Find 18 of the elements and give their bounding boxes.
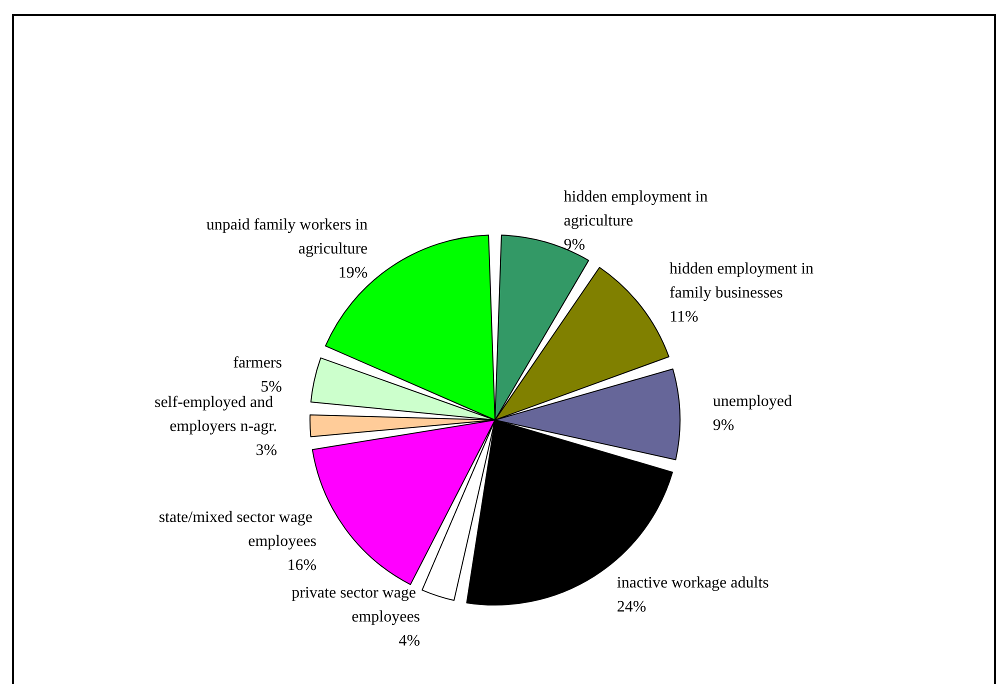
data-label: 3%	[256, 442, 278, 459]
slice-label: farmers	[233, 354, 282, 372]
data-label: 9%	[564, 236, 586, 254]
slice-label: unpaid family workers in agriculture	[206, 216, 368, 258]
slice-label: unemployed	[712, 393, 792, 410]
data-label: 5%	[260, 378, 282, 396]
data-label: 24%	[616, 598, 646, 616]
data-label: 16%	[287, 557, 317, 574]
slice-label: state/mixed sector wage employees	[158, 509, 317, 550]
slice-label: inactive workage adults	[616, 574, 769, 592]
slice-label: hidden employment in family businesses	[670, 260, 818, 302]
data-label: 11%	[670, 308, 698, 326]
data-label: 19%	[338, 264, 368, 282]
slice-label: hidden employment in agriculture	[564, 188, 712, 230]
slice-label: private sector wage employees	[292, 584, 420, 626]
data-label: 4%	[398, 632, 420, 650]
data-label: 9%	[712, 417, 734, 434]
slice-label: self-employed and employers n-agr.	[154, 394, 278, 435]
